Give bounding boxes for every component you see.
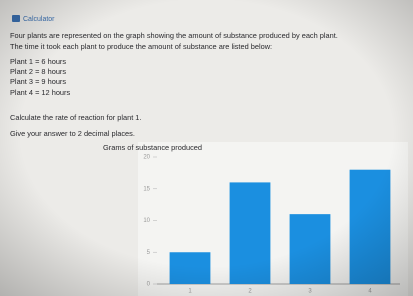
instruction: Give your answer to 2 decimal places. <box>10 129 135 138</box>
plant-time: Plant 1 = 6 hours <box>10 57 66 66</box>
plant-time: Plant 4 = 12 hours <box>10 88 70 97</box>
y-tick-label: 20 <box>143 155 150 161</box>
intro-line: Four plants are represented on the graph… <box>10 31 338 40</box>
bar <box>229 182 271 284</box>
y-tick-label: 10 <box>143 218 150 224</box>
question: Calculate the rate of reaction for plant… <box>10 113 141 122</box>
intro-line: The time it took each plant to produce t… <box>10 42 272 51</box>
calculator-icon[interactable] <box>12 15 20 22</box>
y-axis-label: Grams of substance produced <box>103 143 202 152</box>
bar <box>289 214 331 284</box>
plant-time: Plant 3 = 9 hours <box>10 77 66 86</box>
bar <box>169 252 211 284</box>
y-tick-label: 15 <box>143 186 150 192</box>
calculator-button[interactable]: Calculator <box>23 16 55 23</box>
bar <box>349 169 391 284</box>
plant-time: Plant 2 = 8 hours <box>10 67 66 76</box>
